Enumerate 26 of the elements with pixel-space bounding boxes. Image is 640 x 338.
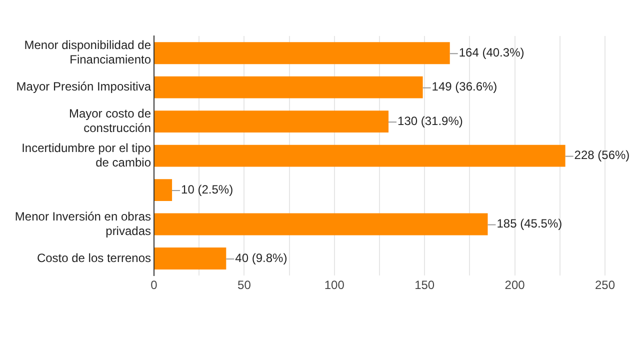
y-tick-label: Incertidumbre por el tipo de cambio — [22, 140, 152, 170]
x-tick-label: 150 — [414, 278, 435, 292]
bar — [154, 179, 172, 201]
bar — [154, 110, 389, 133]
x-tick-label: 250 — [594, 278, 616, 292]
bar — [154, 42, 450, 64]
data-label: 10 (2.5%) — [181, 182, 234, 196]
data-label: 185 (45.5%) — [496, 216, 562, 231]
y-tick-label: Mayor costo de construcción — [68, 106, 152, 136]
bar — [154, 213, 488, 236]
bar — [154, 144, 566, 167]
y-tick-label: Mayor Presión Impositiva — [16, 80, 152, 94]
bar — [154, 76, 423, 98]
data-label: 40 (9.8%) — [235, 250, 288, 265]
bar — [154, 248, 226, 270]
y-tick-label: Costo de los terrenos — [36, 250, 151, 265]
y-tick-label: Menor disponibilidad de Financiamiento — [24, 38, 152, 67]
data-label: 228 (56%) — [574, 148, 630, 162]
x-tick-label: 50 — [238, 278, 252, 292]
data-label: 164 (40.3%) — [458, 45, 524, 60]
x-tick-label: 100 — [324, 278, 345, 292]
x-tick-label: 0 — [150, 278, 158, 292]
y-tick-label: Menor Inversión en obras privadas — [14, 209, 151, 238]
data-label: 130 (31.9%) — [398, 114, 463, 128]
data-label: 149 (36.6%) — [432, 80, 498, 94]
x-tick-label: 200 — [504, 278, 526, 292]
